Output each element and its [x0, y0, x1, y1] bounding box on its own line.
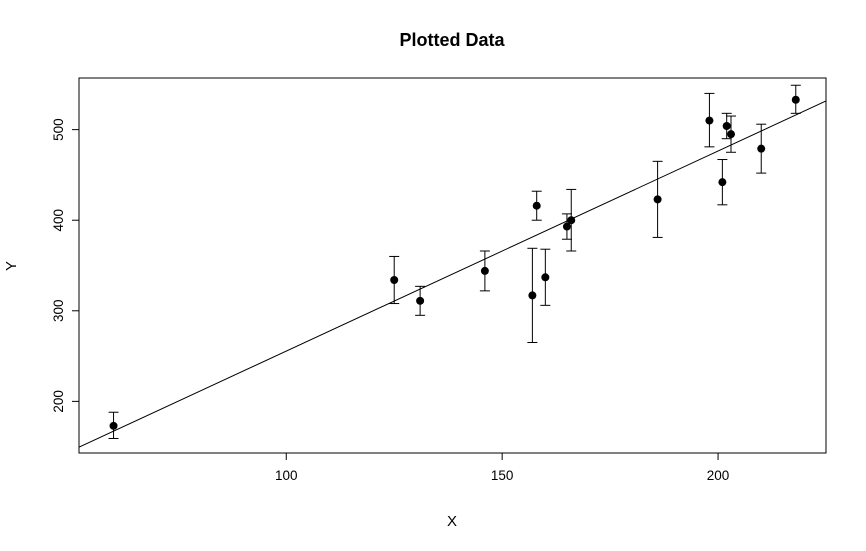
data-point	[718, 178, 727, 187]
data-point	[567, 216, 576, 225]
x-axis-label: X	[447, 513, 457, 530]
data-point	[562, 222, 571, 231]
y-tick-label: 300	[51, 300, 66, 323]
data-point	[791, 95, 800, 104]
data-point	[109, 421, 118, 430]
x-tick-label: 100	[275, 468, 298, 483]
y-axis-label: Y	[3, 261, 20, 271]
x-axis: 100 150 200	[275, 452, 730, 483]
y-axis: 200 300 400 500	[51, 118, 80, 413]
data-point	[722, 122, 731, 131]
y-tick-label: 500	[51, 118, 66, 141]
data-point	[727, 130, 736, 139]
data-point	[653, 195, 662, 204]
plot-layer	[79, 100, 826, 448]
data-point	[705, 116, 714, 125]
data-point	[528, 291, 537, 300]
x-tick-label: 150	[491, 468, 514, 483]
data-point	[416, 296, 425, 305]
points-layer	[108, 84, 801, 440]
data-point	[757, 144, 766, 153]
data-point	[480, 266, 489, 275]
regression-line	[79, 100, 826, 448]
plot-area-box	[78, 77, 827, 454]
data-point	[390, 275, 399, 284]
x-tick-label: 200	[707, 468, 730, 483]
data-point	[532, 201, 541, 210]
y-tick-label: 400	[51, 209, 66, 232]
y-tick-label: 200	[51, 390, 66, 413]
chart-title: Plotted Data	[399, 30, 505, 50]
data-point	[541, 273, 550, 282]
